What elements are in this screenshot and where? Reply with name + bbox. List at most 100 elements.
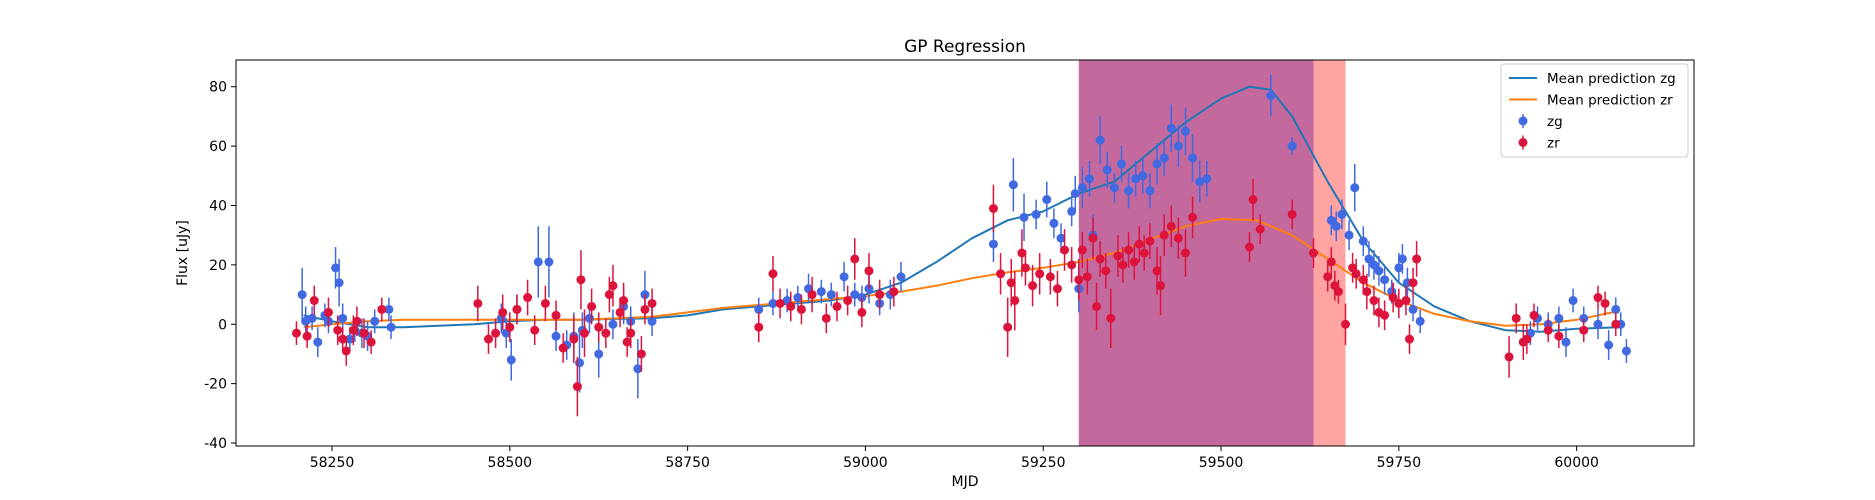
data-point bbox=[359, 318, 369, 349]
data-marker bbox=[1070, 189, 1080, 199]
data-marker bbox=[1255, 224, 1265, 234]
data-point bbox=[1323, 261, 1333, 292]
data-point bbox=[988, 184, 998, 233]
data-point bbox=[1344, 220, 1354, 251]
data-point bbox=[1374, 255, 1384, 286]
data-marker bbox=[1010, 296, 1020, 306]
data-point bbox=[1358, 226, 1368, 256]
data-point bbox=[1129, 244, 1139, 280]
data-marker bbox=[1145, 186, 1155, 196]
x-tick-label: 58750 bbox=[665, 455, 710, 471]
data-marker bbox=[370, 316, 380, 326]
data-point bbox=[1166, 205, 1176, 248]
data-marker bbox=[1088, 233, 1098, 243]
data-marker bbox=[889, 287, 899, 297]
data-point bbox=[1003, 297, 1013, 357]
data-marker bbox=[1504, 352, 1514, 362]
data-marker bbox=[540, 298, 550, 308]
data-point bbox=[1138, 157, 1148, 194]
data-point bbox=[786, 291, 796, 322]
data-point bbox=[857, 297, 867, 328]
data-marker bbox=[1067, 206, 1077, 216]
data-marker bbox=[544, 257, 554, 267]
data-marker bbox=[331, 263, 341, 273]
data-point bbox=[1341, 303, 1351, 346]
data-point bbox=[523, 279, 533, 316]
data-marker bbox=[1341, 319, 1351, 329]
data-marker bbox=[988, 239, 998, 249]
data-marker bbox=[619, 296, 629, 306]
data-point bbox=[1244, 232, 1254, 262]
data-marker bbox=[1408, 304, 1418, 314]
data-marker bbox=[359, 328, 369, 338]
data-marker bbox=[633, 364, 643, 374]
data-marker bbox=[297, 290, 307, 300]
data-point bbox=[1134, 226, 1144, 262]
data-point bbox=[807, 276, 817, 313]
data-marker bbox=[1604, 340, 1614, 350]
data-point bbox=[1159, 214, 1169, 256]
x-tick-label: 60000 bbox=[1554, 455, 1599, 471]
data-marker bbox=[338, 313, 348, 323]
data-marker bbox=[366, 337, 376, 347]
data-point bbox=[1113, 235, 1123, 277]
data-point bbox=[1326, 205, 1336, 236]
data-point bbox=[579, 309, 589, 357]
y-axis-label: Flux [uJy] bbox=[175, 220, 191, 286]
legend-marker-dot bbox=[1518, 116, 1528, 126]
data-marker bbox=[1394, 263, 1404, 273]
data-point bbox=[843, 285, 853, 316]
data-point bbox=[1593, 285, 1603, 310]
data-point bbox=[1561, 327, 1571, 357]
x-tick-label: 58500 bbox=[488, 455, 533, 471]
data-point bbox=[768, 255, 778, 292]
data-marker bbox=[1028, 281, 1038, 291]
data-marker bbox=[1101, 266, 1111, 276]
data-point bbox=[1156, 255, 1166, 316]
data-point bbox=[1188, 196, 1198, 239]
data-point bbox=[1388, 282, 1398, 313]
data-marker bbox=[1129, 257, 1139, 267]
data-marker bbox=[850, 254, 860, 264]
data-marker bbox=[1333, 287, 1343, 297]
data-point bbox=[594, 312, 604, 343]
data-point bbox=[1266, 74, 1276, 117]
data-point bbox=[1380, 300, 1390, 331]
data-point bbox=[626, 318, 636, 349]
data-marker bbox=[1092, 301, 1102, 311]
data-point bbox=[896, 261, 906, 292]
data-marker bbox=[1593, 293, 1603, 303]
data-point bbox=[291, 321, 301, 346]
data-marker bbox=[1052, 284, 1062, 294]
data-marker bbox=[533, 257, 543, 267]
data-marker bbox=[1045, 272, 1055, 282]
data-point bbox=[1362, 273, 1372, 310]
data-marker bbox=[821, 313, 831, 323]
data-point bbox=[1139, 235, 1149, 271]
data-marker bbox=[775, 298, 785, 308]
data-point bbox=[1124, 232, 1134, 268]
data-point bbox=[512, 294, 522, 325]
data-point bbox=[796, 294, 806, 325]
data-marker bbox=[754, 322, 764, 332]
data-marker bbox=[1344, 230, 1354, 240]
data-point bbox=[1019, 193, 1029, 242]
data-marker bbox=[307, 313, 317, 323]
data-marker bbox=[622, 337, 632, 347]
data-marker bbox=[1060, 245, 1070, 255]
data-point bbox=[333, 315, 343, 346]
data-point bbox=[1408, 297, 1418, 322]
data-marker bbox=[1412, 254, 1422, 264]
data-marker bbox=[323, 307, 333, 317]
data-marker bbox=[291, 328, 301, 338]
data-point bbox=[1049, 208, 1059, 239]
data-point bbox=[619, 282, 629, 319]
data-point bbox=[1554, 324, 1564, 349]
data-marker bbox=[1331, 221, 1341, 231]
data-marker bbox=[807, 290, 817, 300]
data-marker bbox=[1388, 293, 1398, 303]
data-point bbox=[483, 324, 493, 354]
data-marker bbox=[1102, 165, 1112, 175]
data-marker bbox=[1113, 251, 1123, 261]
data-point bbox=[1067, 196, 1077, 227]
